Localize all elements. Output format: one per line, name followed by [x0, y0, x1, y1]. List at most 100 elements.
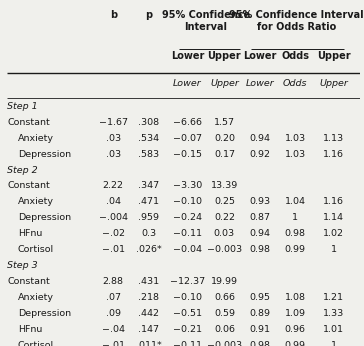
Text: .011*: .011*	[136, 341, 161, 346]
Text: .026*: .026*	[136, 245, 161, 254]
Text: 1.03: 1.03	[285, 149, 306, 158]
Text: 0.20: 0.20	[214, 134, 235, 143]
Text: −0.21: −0.21	[173, 325, 202, 334]
Text: 1.57: 1.57	[214, 118, 235, 127]
Text: 0.93: 0.93	[249, 198, 270, 207]
Text: .534: .534	[138, 134, 159, 143]
Text: 1.14: 1.14	[323, 213, 344, 222]
Text: 95% Confidence Interval
for Odds Ratio: 95% Confidence Interval for Odds Ratio	[229, 10, 364, 32]
Text: .03: .03	[106, 134, 121, 143]
Text: 0.94: 0.94	[249, 134, 270, 143]
Text: .308: .308	[138, 118, 159, 127]
Text: −.004: −.004	[99, 213, 128, 222]
Text: 0.89: 0.89	[249, 309, 270, 318]
Text: .583: .583	[138, 149, 159, 158]
Text: 1.03: 1.03	[285, 134, 306, 143]
Text: 0.25: 0.25	[214, 198, 235, 207]
Text: 0.92: 0.92	[249, 149, 270, 158]
Text: .959: .959	[138, 213, 159, 222]
Text: HFnu: HFnu	[18, 229, 42, 238]
Text: .147: .147	[138, 325, 159, 334]
Text: 0.3: 0.3	[141, 229, 156, 238]
Text: .09: .09	[106, 309, 121, 318]
Text: −3.30: −3.30	[173, 181, 202, 191]
Text: Step 1: Step 1	[7, 102, 38, 111]
Text: 1: 1	[331, 245, 337, 254]
Text: 0.03: 0.03	[214, 229, 235, 238]
Text: 0.06: 0.06	[214, 325, 235, 334]
Text: Cortisol: Cortisol	[18, 245, 54, 254]
Text: .218: .218	[138, 293, 159, 302]
Text: .07: .07	[106, 293, 121, 302]
Text: 0.95: 0.95	[249, 293, 270, 302]
Text: 1.33: 1.33	[323, 309, 344, 318]
Text: Upper: Upper	[210, 79, 239, 88]
Text: Step 3: Step 3	[7, 261, 38, 270]
Text: −6.66: −6.66	[173, 118, 202, 127]
Text: 95% Confidence
Interval: 95% Confidence Interval	[162, 10, 250, 32]
Text: −0.003: −0.003	[207, 341, 242, 346]
Text: −0.10: −0.10	[173, 198, 202, 207]
Text: 0.22: 0.22	[214, 213, 235, 222]
Text: 2.88: 2.88	[103, 277, 124, 286]
Text: 1.21: 1.21	[323, 293, 344, 302]
Text: 1: 1	[292, 213, 298, 222]
Text: Cortisol: Cortisol	[18, 341, 54, 346]
Text: 1.08: 1.08	[285, 293, 305, 302]
Text: −0.15: −0.15	[173, 149, 202, 158]
Text: −1.67: −1.67	[99, 118, 128, 127]
Text: b: b	[110, 10, 117, 20]
Text: HFnu: HFnu	[18, 325, 42, 334]
Text: 0.66: 0.66	[214, 293, 235, 302]
Text: 1.16: 1.16	[323, 149, 344, 158]
Text: −.01: −.01	[102, 245, 125, 254]
Text: −0.11: −0.11	[173, 341, 202, 346]
Text: 0.59: 0.59	[214, 309, 235, 318]
Text: Upper: Upper	[320, 79, 348, 88]
Text: 1.09: 1.09	[285, 309, 305, 318]
Text: 1: 1	[331, 341, 337, 346]
Text: Step 2: Step 2	[7, 165, 38, 174]
Text: Constant: Constant	[7, 277, 50, 286]
Text: −0.51: −0.51	[173, 309, 202, 318]
Text: Upper: Upper	[207, 51, 241, 61]
Text: Lower: Lower	[243, 51, 276, 61]
Text: −0.04: −0.04	[173, 245, 202, 254]
Text: Odds: Odds	[281, 51, 309, 61]
Text: Anxiety: Anxiety	[18, 134, 54, 143]
Text: −0.24: −0.24	[173, 213, 202, 222]
Text: 2.22: 2.22	[103, 181, 124, 191]
Text: 0.91: 0.91	[249, 325, 270, 334]
Text: .04: .04	[106, 198, 121, 207]
Text: −0.11: −0.11	[173, 229, 202, 238]
Text: 1.02: 1.02	[323, 229, 344, 238]
Text: 0.87: 0.87	[249, 213, 270, 222]
Text: 19.99: 19.99	[211, 277, 238, 286]
Text: 0.98: 0.98	[249, 341, 270, 346]
Text: .431: .431	[138, 277, 159, 286]
Text: 1.01: 1.01	[323, 325, 344, 334]
Text: Lower: Lower	[173, 79, 202, 88]
Text: Upper: Upper	[317, 51, 351, 61]
Text: Lower: Lower	[171, 51, 204, 61]
Text: −.04: −.04	[102, 325, 125, 334]
Text: .347: .347	[138, 181, 159, 191]
Text: 0.96: 0.96	[285, 325, 305, 334]
Text: 0.98: 0.98	[249, 245, 270, 254]
Text: Anxiety: Anxiety	[18, 198, 54, 207]
Text: −12.37: −12.37	[170, 277, 205, 286]
Text: 0.98: 0.98	[285, 229, 305, 238]
Text: .03: .03	[106, 149, 121, 158]
Text: −0.003: −0.003	[207, 245, 242, 254]
Text: 13.39: 13.39	[211, 181, 238, 191]
Text: 0.99: 0.99	[285, 341, 305, 346]
Text: 0.99: 0.99	[285, 245, 305, 254]
Text: Constant: Constant	[7, 118, 50, 127]
Text: Constant: Constant	[7, 181, 50, 191]
Text: −.02: −.02	[102, 229, 125, 238]
Text: 1.16: 1.16	[323, 198, 344, 207]
Text: p: p	[145, 10, 152, 20]
Text: −0.10: −0.10	[173, 293, 202, 302]
Text: −0.07: −0.07	[173, 134, 202, 143]
Text: 1.04: 1.04	[285, 198, 305, 207]
